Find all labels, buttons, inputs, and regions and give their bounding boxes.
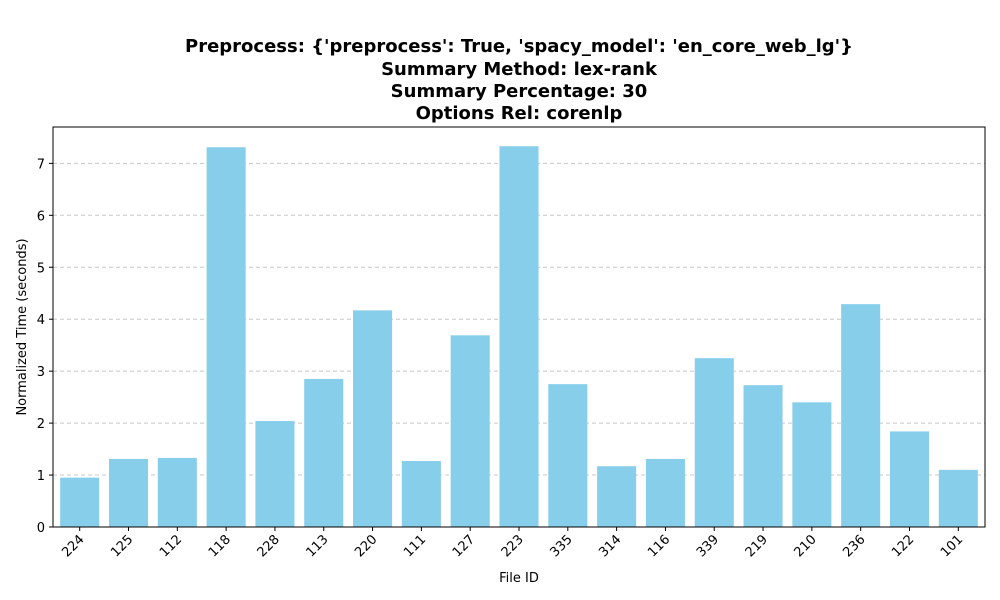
title-line-4: Options Rel: corenlp [416, 103, 623, 124]
title-line-1: Preprocess: {'preprocess': True, 'spacy_… [185, 36, 853, 57]
x-tick-label-118: 118 [206, 532, 234, 560]
bars [60, 146, 978, 528]
x-tick-label-224: 224 [59, 532, 87, 560]
bar-314 [597, 466, 637, 527]
bar-122 [889, 431, 930, 527]
y-tick-label: 7 [37, 157, 45, 172]
bar-113 [304, 378, 344, 527]
bar-210 [792, 402, 832, 527]
bar-220 [353, 310, 393, 527]
x-tick-label-228: 228 [255, 532, 283, 560]
x-tick-label-116: 116 [645, 532, 673, 560]
bar-127 [450, 335, 490, 527]
x-tick-label-112: 112 [157, 532, 185, 560]
y-axis-label: Normalized Time (seconds) [15, 238, 30, 415]
y-tick-label: 5 [37, 261, 45, 276]
bar-101 [938, 469, 978, 527]
title-line-2: Summary Method: lex-rank [381, 59, 658, 80]
x-tick-label-339: 339 [694, 532, 722, 560]
bar-224 [60, 477, 100, 527]
title-line-3: Summary Percentage: 30 [391, 81, 648, 102]
bar-125 [108, 458, 149, 527]
x-tick-label-223: 223 [499, 532, 527, 560]
x-tick-label-220: 220 [352, 532, 380, 560]
bar-111 [401, 461, 441, 527]
x-tick-label-127: 127 [450, 532, 478, 560]
y-tick-label: 0 [37, 521, 45, 536]
x-axis-label: File ID [499, 571, 539, 586]
y-tick-label: 1 [37, 469, 45, 484]
bar-219 [743, 385, 783, 527]
x-tick-label-236: 236 [840, 532, 868, 560]
y-tick-label: 6 [37, 209, 45, 224]
x-tick-label-125: 125 [108, 532, 136, 560]
x-tick-label-113: 113 [303, 532, 331, 560]
bar-228 [255, 421, 295, 527]
bar-335 [548, 384, 588, 527]
x-tick-label-122: 122 [889, 532, 917, 560]
bar-116 [645, 458, 685, 527]
bar-236 [841, 304, 881, 527]
bar-339 [694, 358, 734, 527]
bar-118 [206, 147, 246, 527]
x-tick-label-314: 314 [596, 532, 624, 560]
x-tick-label-101: 101 [938, 532, 966, 560]
chart-title: Preprocess: {'preprocess': True, 'spacy_… [185, 36, 853, 124]
x-tick-label-210: 210 [792, 532, 820, 560]
y-tick-label: 3 [37, 365, 45, 380]
y-axis-ticks: 0 1 2 3 4 5 6 7 [37, 157, 53, 536]
x-tick-label-111: 111 [401, 532, 429, 560]
x-axis-ticks: 224 125 112 118 228 113 220 111 127 223 335 314 116 3… [59, 527, 966, 560]
bar-112 [157, 457, 197, 527]
bar-223 [499, 146, 539, 528]
x-tick-label-219: 219 [743, 532, 771, 560]
x-tick-label-335: 335 [547, 532, 575, 560]
y-tick-label: 4 [37, 313, 45, 328]
y-tick-label: 2 [37, 417, 45, 432]
